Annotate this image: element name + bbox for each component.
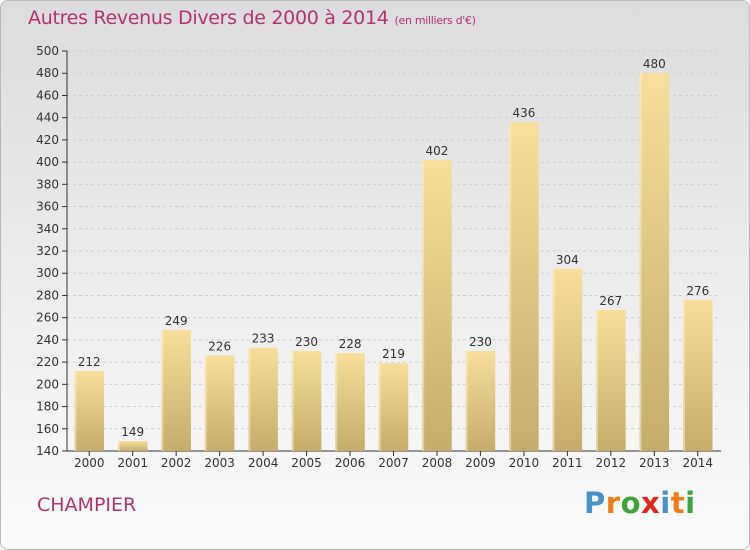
logo-letter: x	[641, 486, 661, 520]
bar-highlight	[248, 347, 251, 451]
bar-highlight	[291, 351, 294, 451]
y-tick-label: 280	[36, 288, 59, 302]
logo-letter: i	[660, 486, 671, 520]
bar-highlight	[74, 371, 77, 451]
bar-highlight	[639, 73, 642, 451]
value-label: 230	[469, 335, 492, 349]
value-label: 402	[426, 144, 449, 158]
chart-title: Autres Revenus Divers de 2000 à 2014 (en …	[28, 7, 476, 29]
bar-highlight	[204, 355, 207, 451]
bar-2001	[117, 441, 148, 451]
y-tick-label: 380	[36, 177, 59, 191]
value-label: 249	[165, 314, 188, 328]
value-label: 436	[512, 106, 535, 120]
value-label: 267	[599, 294, 622, 308]
x-tick-label: 2006	[335, 456, 366, 470]
bar-2010	[509, 122, 539, 451]
y-tick-label: 420	[36, 133, 59, 147]
bar-2004	[248, 347, 278, 451]
bar-highlight	[596, 309, 599, 451]
value-label: 212	[78, 355, 101, 369]
bar-highlight	[465, 351, 468, 451]
y-tick-label: 240	[36, 333, 59, 347]
value-label: 276	[686, 284, 709, 298]
bar-2008	[422, 159, 452, 451]
bar-highlight	[682, 299, 685, 451]
bar-highlight	[422, 159, 425, 451]
value-label: 149	[121, 425, 144, 439]
bar-highlight	[552, 268, 555, 451]
x-tick-label: 2011	[552, 456, 583, 470]
x-tick-label: 2012	[596, 456, 627, 470]
x-tick-label: 2010	[509, 456, 540, 470]
y-tick-label: 440	[36, 111, 59, 125]
city-name: CHAMPIER	[37, 494, 137, 516]
x-tick-label: 2007	[378, 456, 409, 470]
x-tick-label: 2003	[204, 456, 235, 470]
x-tick-label: 2008	[422, 456, 453, 470]
x-tick-label: 2000	[74, 456, 105, 470]
value-label: 226	[208, 339, 231, 353]
bar-highlight	[117, 441, 120, 451]
bar-highlight	[335, 353, 338, 451]
y-tick-label: 480	[36, 66, 59, 80]
bar-2003	[204, 355, 235, 451]
y-tick-label: 140	[36, 444, 59, 458]
bar-2014	[682, 299, 713, 451]
y-tick-label: 360	[36, 200, 59, 214]
y-tick-label: 400	[36, 155, 59, 169]
y-tick-label: 320	[36, 244, 59, 258]
y-tick-label: 460	[36, 88, 59, 102]
value-label: 228	[339, 337, 362, 351]
proxiti-logo: Proxiti	[584, 486, 696, 520]
y-tick-label: 300	[36, 266, 59, 280]
bar-highlight	[161, 329, 164, 451]
chart-title-text: Autres Revenus Divers de 2000 à 2014	[28, 7, 389, 29]
logo-letter: P	[584, 486, 606, 520]
value-label: 480	[643, 57, 666, 71]
logo-letter: t	[670, 486, 686, 520]
bar-2012	[596, 309, 626, 451]
y-tick-label: 200	[36, 377, 59, 391]
y-tick-label: 340	[36, 222, 59, 236]
x-tick-label: 2002	[161, 456, 192, 470]
bar-2009	[465, 351, 496, 451]
value-label: 219	[382, 347, 405, 361]
y-tick-label: 500	[36, 44, 59, 58]
y-tick-label: 220	[36, 355, 59, 369]
y-tick-label: 160	[36, 422, 59, 436]
logo-letter: r	[605, 486, 621, 520]
chart-unit: (en milliers d'€)	[394, 14, 476, 27]
bar-2011	[552, 268, 583, 451]
bar-2005	[291, 351, 322, 451]
bar-2013	[639, 73, 670, 451]
x-tick-label: 2001	[117, 456, 148, 470]
y-tick-label: 180	[36, 400, 59, 414]
x-tick-label: 2005	[291, 456, 322, 470]
logo-letter: i	[685, 486, 696, 520]
bar-2002	[161, 329, 191, 451]
bar-2006	[335, 353, 365, 451]
logo-letter: o	[620, 486, 642, 520]
value-label: 304	[556, 253, 579, 267]
x-tick-label: 2014	[682, 456, 713, 470]
value-label: 233	[252, 332, 275, 346]
value-label: 230	[295, 335, 318, 349]
bars: 212 149 249 226 233 230 228 219 402 230 436 304 267 4…	[74, 57, 713, 451]
x-tick-label: 2013	[639, 456, 670, 470]
x-tick-label: 2009	[465, 456, 496, 470]
y-tick-label: 260	[36, 311, 59, 325]
bar-highlight	[378, 363, 381, 451]
bar-2000	[74, 371, 105, 451]
x-tick-label: 2004	[248, 456, 279, 470]
bar-2007	[378, 363, 409, 451]
bar-highlight	[509, 122, 512, 451]
